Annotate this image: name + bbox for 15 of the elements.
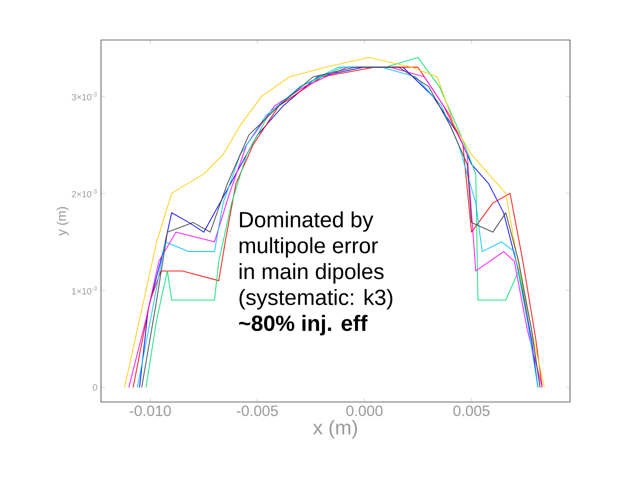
y-tick-label: 3×10$^{-3}$ xyxy=(72,92,97,100)
annotation: multipole error xyxy=(240,237,378,258)
x-tick-label: -0.005 xyxy=(236,406,278,416)
annotation: ~80% inj. eff xyxy=(239,314,368,336)
x-tick-label: 0.005 xyxy=(453,406,490,416)
x-tick-label: 0.000 xyxy=(346,406,383,416)
y-tick-label: 1×10$^{-3}$ xyxy=(72,286,97,294)
y-axis-title: y (m) xyxy=(56,207,69,236)
annotation: Dominated by xyxy=(240,211,374,232)
y-tick-label: 2×10$^{-3}$ xyxy=(72,189,97,198)
annotation: in main dipoles xyxy=(240,263,384,284)
annotation: (systematic: k3) xyxy=(240,289,392,310)
x-tick-label: -0.010 xyxy=(130,406,171,416)
x-axis-title: x (m) xyxy=(313,420,357,439)
y-tick-label: 0 xyxy=(92,384,98,391)
